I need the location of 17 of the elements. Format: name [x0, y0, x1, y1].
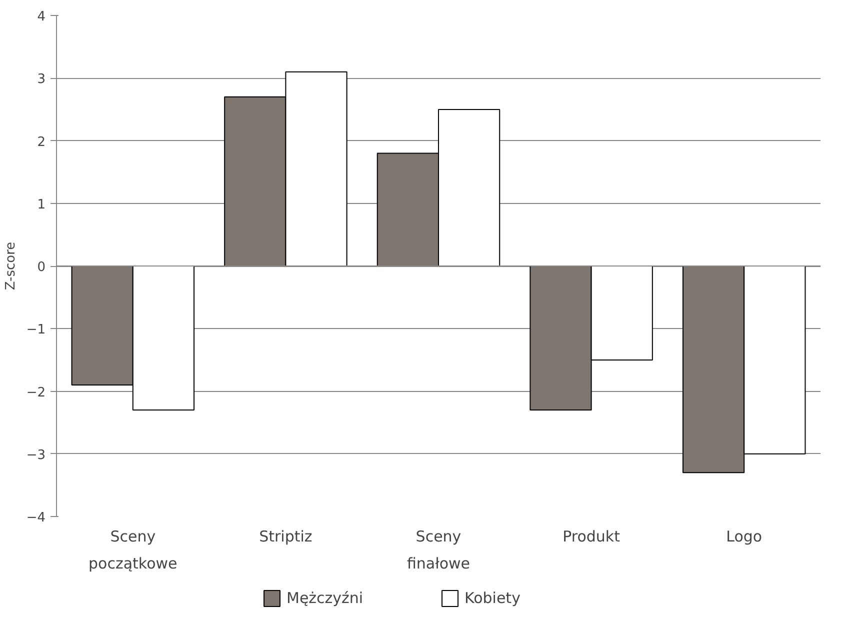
legend-label: Mężczyźni — [286, 588, 364, 606]
y-tick-label: 1 — [37, 197, 46, 212]
y-tick-label: 3 — [37, 72, 46, 88]
y-tick-label: 2 — [37, 134, 46, 150]
y-tick-label: 4 — [37, 10, 46, 24]
x-tick-label: Striptiz — [259, 528, 312, 546]
y-axis-title: Z-score — [3, 242, 18, 290]
y-tick-label: −1 — [26, 322, 46, 338]
legend-label: Kobiety — [464, 588, 522, 606]
y-tick-label: −2 — [26, 385, 46, 400]
x-tick-label: Logo — [726, 528, 762, 546]
y-tick-label: −4 — [26, 510, 46, 526]
category-label: Sceny finałowe — [406, 528, 470, 572]
y-tick-label: −3 — [26, 448, 46, 463]
x-tick-label: Produkt — [562, 528, 620, 546]
category-label: Sceny początkowe — [88, 528, 178, 572]
y-tick-label: 0 — [37, 260, 46, 275]
